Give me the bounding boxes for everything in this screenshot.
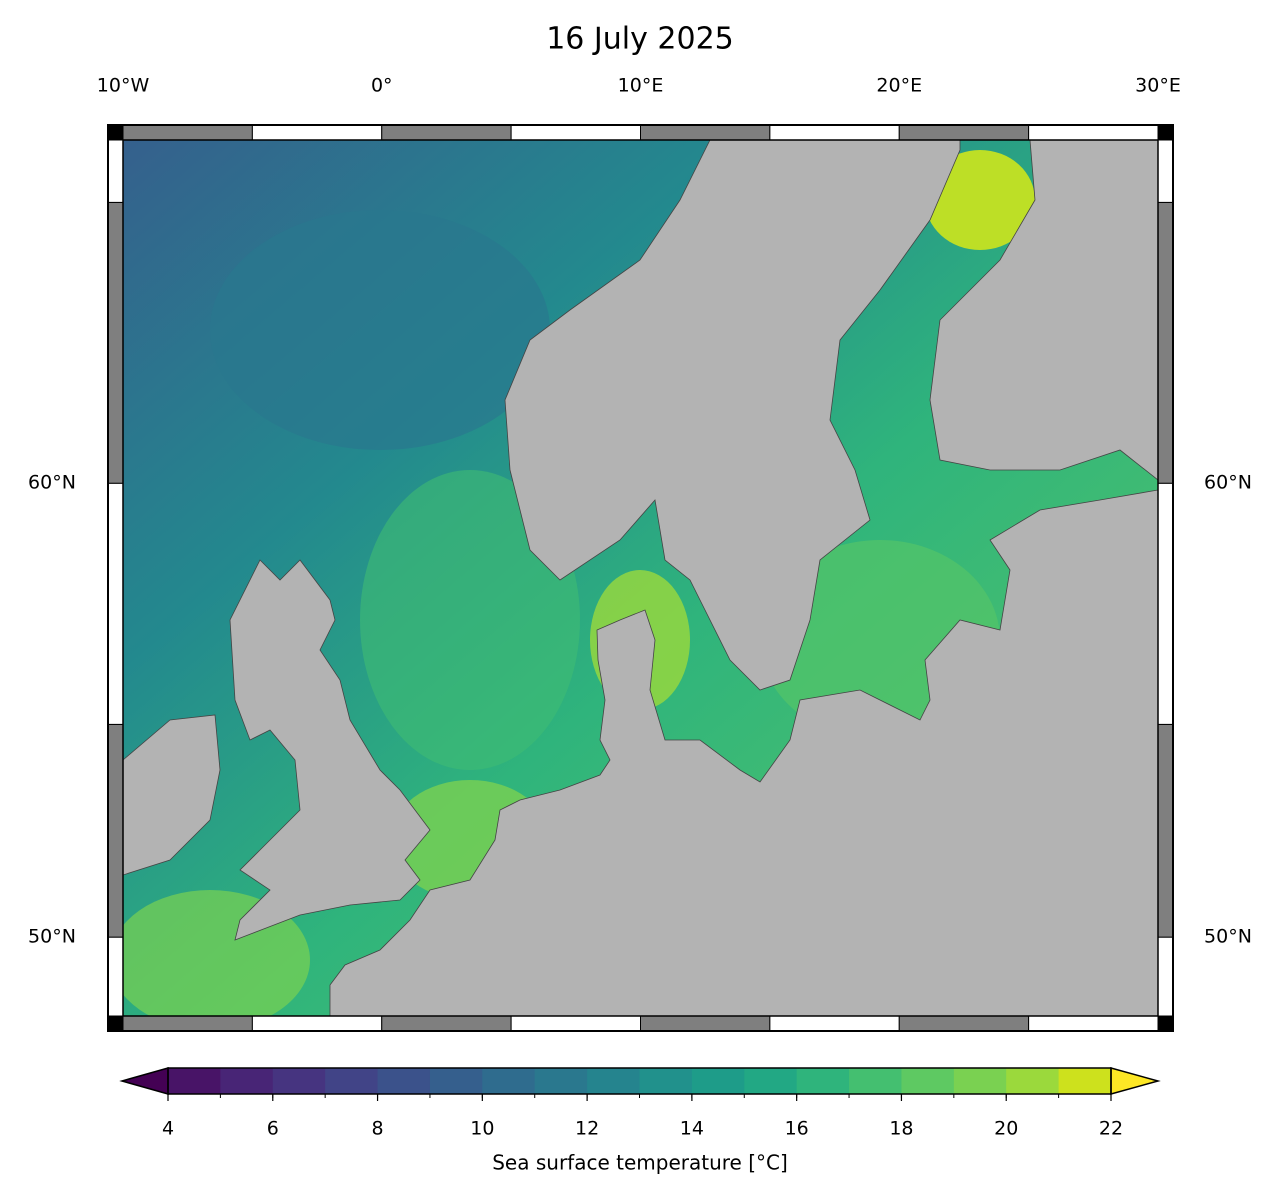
colorbar-box — [325, 1068, 379, 1094]
frame-corner — [108, 1016, 123, 1031]
frame-strip — [1157, 139, 1174, 203]
map-frame: 10°W 0° 10°E 20°E 30°E 50°N 50°N 60°N 60°N — [28, 75, 1252, 1032]
colorbar-box — [429, 1068, 483, 1094]
colorbar-over — [1110, 1067, 1161, 1095]
x-tick-label: 10°E — [618, 75, 664, 97]
sea-cool — [210, 210, 550, 450]
frame-strip — [1157, 201, 1174, 484]
colorbar: 4 6 8 10 12 14 16 18 20 22 — [119, 1067, 1161, 1140]
colorbar-box — [1058, 1068, 1112, 1094]
frame-strip — [107, 139, 124, 203]
sea-warm — [360, 470, 580, 770]
frame-strip — [381, 124, 512, 141]
colorbar-tick-label: 12 — [575, 1118, 599, 1140]
frame-strip — [122, 1015, 253, 1032]
frame-strip — [1157, 723, 1174, 938]
frame-strip — [898, 124, 1030, 141]
land-finland — [929, 140, 1158, 481]
colorbar-tick-label: 22 — [1099, 1118, 1123, 1140]
colorbar-tick-label: 18 — [889, 1118, 913, 1140]
colorbar-box — [744, 1068, 798, 1094]
frame-strip — [1028, 124, 1159, 141]
frame-border — [107, 124, 1174, 1032]
colorbar-tick-label: 6 — [267, 1118, 279, 1140]
frame-strip — [1157, 482, 1174, 725]
frame-strip — [769, 124, 900, 141]
frame-strip — [381, 1015, 512, 1032]
colorbar-box — [639, 1068, 693, 1094]
x-tick-label: 10°W — [97, 75, 150, 97]
map-area — [123, 140, 1158, 1016]
colorbar-box — [796, 1068, 850, 1094]
colorbar-box — [482, 1068, 536, 1094]
y-tick-label: 60°N — [28, 472, 76, 494]
land — [123, 140, 1158, 1016]
frame-strip — [251, 1015, 383, 1032]
y-tick-label: 60°N — [1204, 472, 1252, 494]
colorbar-box — [901, 1068, 955, 1094]
colorbar-tick-label: 14 — [680, 1118, 704, 1140]
frame-strip — [1028, 1015, 1159, 1032]
colorbar-tick-label: 16 — [785, 1118, 809, 1140]
colorbar-tick-label: 8 — [372, 1118, 384, 1140]
land-scandinavia — [504, 140, 961, 691]
x-tick-label: 30°E — [1135, 75, 1181, 97]
colorbar-tick-label: 4 — [162, 1118, 174, 1140]
frame-strip — [898, 1015, 1030, 1032]
frame-strip — [251, 124, 383, 141]
colorbar-tick-label: 20 — [994, 1118, 1018, 1140]
colorbar-box — [587, 1068, 640, 1094]
land-great-britain — [229, 559, 431, 941]
frame-strip — [107, 482, 124, 725]
y-tick-label: 50°N — [28, 926, 76, 948]
colorbar-box — [272, 1068, 326, 1094]
colorbar-box — [1006, 1068, 1060, 1094]
frame-strip — [640, 1015, 771, 1032]
sea-warm — [925, 150, 1035, 250]
frame-corner — [1158, 1016, 1173, 1031]
x-tick-label: 20°E — [876, 75, 922, 97]
land-continent — [329, 489, 1158, 1016]
frame-strip — [510, 124, 641, 141]
colorbar-box — [953, 1068, 1007, 1094]
colorbar-tick-label: 10 — [470, 1118, 494, 1140]
frame-strip — [510, 1015, 641, 1032]
frame-strip — [107, 723, 124, 938]
colorbar-box — [377, 1068, 431, 1094]
y-tick-label: 50°N — [1204, 926, 1252, 948]
frame-corner — [108, 125, 123, 140]
map-border — [122, 139, 1159, 1017]
colorbar-box — [691, 1068, 745, 1094]
frame-strip — [107, 201, 124, 484]
frame-strip — [122, 124, 253, 141]
colorbar-box — [168, 1068, 221, 1094]
frame-strip — [107, 936, 124, 1017]
frame-strip — [640, 124, 771, 141]
colorbar-box — [220, 1068, 274, 1094]
frame-corner — [1158, 125, 1173, 140]
colorbar-label: Sea surface temperature [°C] — [492, 1151, 788, 1175]
land-ireland — [123, 714, 221, 876]
x-tick-label: 0° — [371, 75, 393, 97]
colorbar-under — [119, 1067, 169, 1095]
frame-strip — [769, 1015, 900, 1032]
frame-strip — [1157, 936, 1174, 1017]
title: 16 July 2025 — [546, 22, 734, 57]
colorbar-box — [849, 1068, 902, 1094]
colorbar-box — [534, 1068, 588, 1094]
